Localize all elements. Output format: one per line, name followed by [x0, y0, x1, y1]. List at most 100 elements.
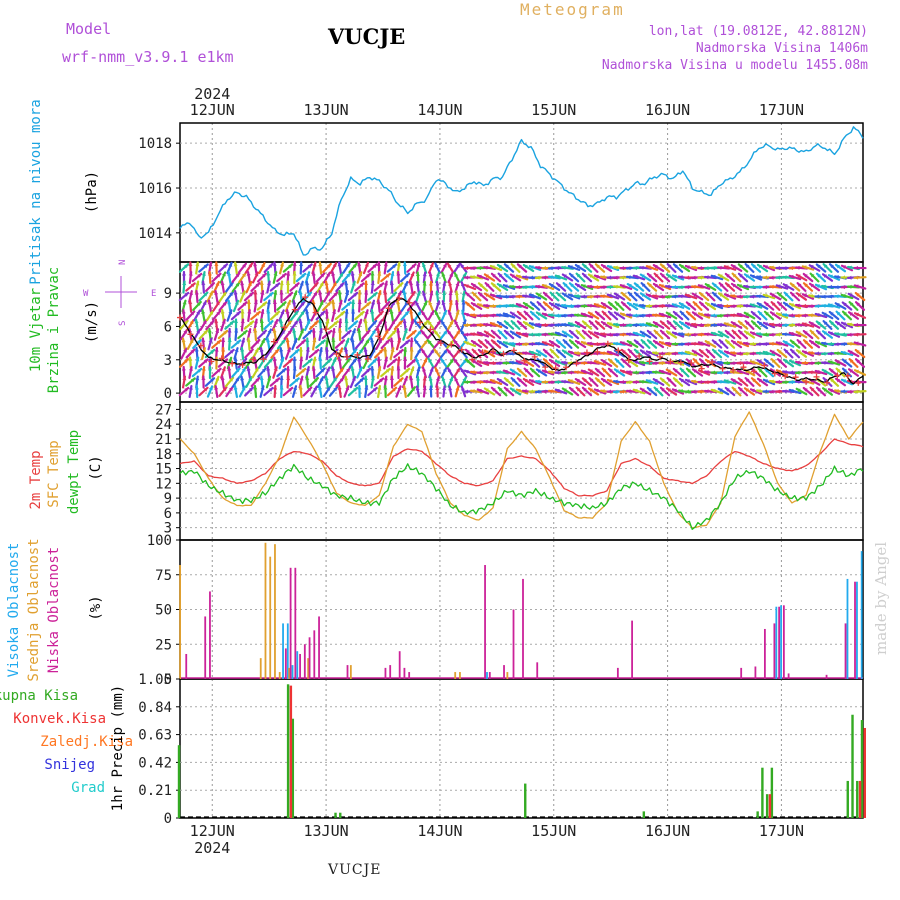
day-label-bottom: 13JUN [304, 822, 349, 840]
precip-bar [339, 812, 342, 818]
cloud-bar [488, 672, 491, 679]
precip-bar [756, 811, 759, 818]
cloud-bar [264, 542, 267, 679]
cloud-bar [844, 623, 847, 679]
precip-bar [524, 783, 527, 818]
ytick-precipitation: 1.05 [138, 672, 172, 688]
ytick-wind: 0 [164, 386, 172, 402]
pressure-axis-title: Pritisak na nivou mora [28, 99, 44, 284]
compass-e: E [151, 289, 156, 299]
precip-bar [860, 720, 864, 818]
precip-legend-2: Zaledj.Kisa [40, 734, 133, 750]
cloud-bars-0 [282, 551, 863, 679]
temp-unit: (C) [88, 455, 104, 480]
cloud-unit: (%) [88, 595, 104, 620]
precip-bar [863, 727, 866, 818]
precip-legend-1: Konvek.Kisa [13, 711, 106, 727]
temp-axis-title-dewpt: dewpt Temp [66, 430, 82, 514]
model-label: Model [66, 20, 112, 38]
cloud-bar [346, 665, 349, 679]
day-label-top: 15JUN [531, 101, 576, 119]
cloud-bar [778, 606, 781, 679]
cloud-bar [512, 609, 515, 679]
precip-bar [846, 780, 849, 818]
cloud-bar [269, 556, 272, 679]
wind-speed-markers [177, 294, 862, 386]
wind-unit: (m/s) [84, 301, 100, 343]
cloud-bar [179, 565, 181, 679]
day-label-bottom: 17JUN [759, 822, 804, 840]
cloud-bar [284, 648, 287, 679]
panel-temperature [179, 401, 864, 541]
cloud-axis-title-low: Niska Oblacnost [46, 547, 62, 673]
cloud-bar [307, 658, 310, 679]
cloud-bar [740, 667, 743, 679]
cloud-bar [484, 565, 486, 679]
cloud-bar [282, 623, 284, 679]
precip-bar [286, 684, 290, 818]
cloud-bar [349, 665, 352, 679]
cloud-bar [754, 666, 757, 679]
cloud-bar [303, 644, 306, 679]
compass-n: N [118, 260, 128, 265]
cloud-axis-title-high: Visoka Oblacnost [6, 543, 22, 678]
precip-bar [289, 685, 293, 818]
ytick-clouds: 50 [155, 603, 172, 619]
cloud-axis-title-mid: Srednja Oblacnost [26, 538, 42, 681]
wind-axis-title-2: Brzina i Pravac [46, 267, 62, 393]
wind-arrows [178, 261, 867, 399]
station-title: VUCJE [328, 24, 406, 49]
ytick-temperature: 21 [155, 432, 172, 448]
compass-rose [105, 276, 137, 308]
ytick-temperature: 27 [155, 402, 172, 418]
cloud-bar [291, 665, 294, 679]
precip-bars-0 [177, 684, 864, 818]
ytick-wind: 9 [164, 286, 172, 302]
cloud-bar [185, 653, 188, 679]
ytick-temperature: 12 [155, 476, 172, 492]
ytick-clouds: 75 [155, 568, 172, 584]
precip-bar [291, 718, 295, 818]
altitude-text: Nadmorska Visina 1406m [695, 41, 868, 56]
precip-legend-4: Grad [71, 780, 105, 796]
ytick-temperature: 18 [155, 447, 172, 463]
ytick-pressure: 1018 [138, 136, 172, 152]
credit-watermark: made by Angel [872, 541, 890, 655]
cloud-bar [846, 578, 849, 679]
cloud-bar [259, 658, 262, 679]
precip-bar [851, 714, 854, 818]
temp-axis-title-2m: 2m Temp [28, 450, 44, 509]
cloud-bar [278, 672, 281, 679]
precip-legend-3: Snijeg [44, 757, 95, 773]
day-label-top: 14JUN [417, 101, 462, 119]
pressure-unit: (hPa) [84, 171, 100, 213]
precip-bar [177, 745, 181, 818]
cloud-bar [308, 637, 311, 679]
day-label-bottom: 12JUN [190, 822, 235, 840]
day-label-top: 12JUN [190, 101, 235, 119]
temp-sfc-line [179, 411, 864, 529]
cloud-bar [856, 581, 858, 679]
cloud-bar [318, 616, 320, 679]
cloud-bar [775, 606, 778, 679]
cloud-bar [286, 623, 289, 679]
cloud-bar [860, 551, 863, 679]
cloud-bar [782, 605, 785, 679]
cloud-bar [486, 672, 488, 679]
cloud-bar [616, 667, 619, 679]
precip-bar [768, 794, 772, 818]
lonlat-text: lon,lat (19.0812E, 42.8812N) [648, 24, 868, 39]
cloud-bar [522, 578, 524, 679]
cloud-bar [506, 672, 509, 679]
day-label-bottom: 16JUN [645, 822, 690, 840]
cloud-bar [296, 651, 299, 679]
ytick-wind: 6 [164, 319, 172, 335]
precip-bars-1 [289, 685, 866, 818]
cloud-bar [294, 567, 297, 679]
ytick-precipitation: 0.63 [138, 728, 172, 744]
cloud-bar [398, 651, 401, 679]
ytick-clouds: 25 [155, 637, 172, 653]
cloud-bar [403, 667, 406, 679]
